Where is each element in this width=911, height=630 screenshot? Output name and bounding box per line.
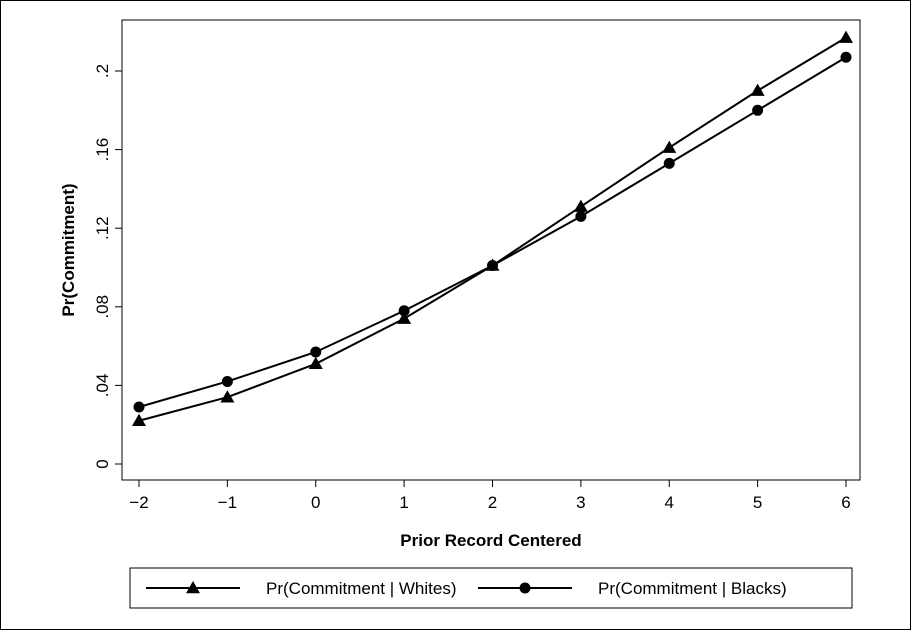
circle-marker [663, 157, 675, 169]
series-layer [132, 30, 853, 427]
y-tick-label: .2 [93, 64, 112, 78]
circle-marker [752, 104, 764, 116]
circle-marker [840, 51, 852, 63]
legend-label-blacks: Pr(Commitment | Blacks) [598, 579, 787, 598]
triangle-marker [573, 199, 588, 212]
x-tick-label: 1 [399, 493, 408, 512]
triangle-marker [839, 30, 853, 43]
series-blacks [133, 51, 852, 413]
y-tick-label: 0 [93, 459, 112, 468]
circle-marker [133, 401, 145, 413]
triangle-marker [132, 413, 146, 427]
y-axis-title: Pr(Commitment) [59, 183, 78, 316]
legend-label-whites: Pr(Commitment | Whites) [266, 579, 457, 598]
legend: Pr(Commitment | Whites) Pr(Commitment | … [129, 567, 853, 609]
legend-triangle-marker [186, 581, 200, 594]
x-axis-title: Prior Record Centered [400, 531, 581, 550]
x-tick-label: 4 [665, 493, 674, 512]
x-tick-label: 2 [488, 493, 497, 512]
triangle-marker [397, 311, 412, 324]
legend-circle-marker [519, 582, 531, 594]
triangle-marker [308, 356, 323, 370]
x-tick-label: 0 [311, 493, 320, 512]
x-axis: −2 −1 0 1 2 3 4 5 6 [129, 480, 851, 512]
x-tick-label: 3 [576, 493, 585, 512]
circle-marker [310, 346, 322, 358]
y-tick-label: .04 [93, 374, 112, 398]
triangle-marker [220, 390, 235, 403]
x-tick-label: −1 [218, 493, 237, 512]
x-tick-label: 6 [841, 493, 850, 512]
circle-marker [575, 210, 587, 222]
y-tick-label: .12 [93, 216, 112, 240]
x-tick-label: 5 [753, 493, 762, 512]
y-axis: 0 .04 .08 .12 .16 .2 [93, 64, 122, 469]
y-tick-label: .08 [93, 295, 112, 319]
plot-area [121, 19, 861, 481]
legend-items [146, 581, 572, 594]
y-tick-label: .16 [93, 138, 112, 162]
circle-marker [398, 305, 410, 317]
circle-marker [221, 375, 233, 387]
triangle-marker [662, 140, 677, 153]
triangle-marker [750, 83, 765, 96]
x-tick-label: −2 [129, 493, 148, 512]
circle-marker [487, 260, 498, 272]
